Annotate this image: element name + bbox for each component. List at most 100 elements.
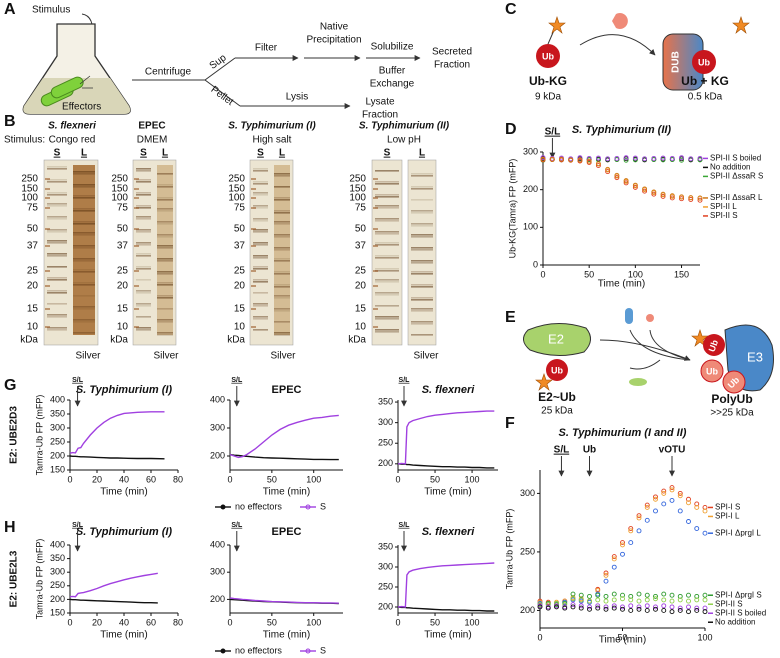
chart-title: S. flexneri — [422, 384, 476, 396]
ladder-band — [45, 178, 50, 180]
gel-band — [136, 192, 151, 194]
gel-band — [136, 179, 151, 181]
data-point — [540, 155, 546, 161]
x-axis-label: Time (min) — [263, 630, 310, 641]
gel-band — [73, 258, 95, 260]
data-point — [578, 605, 584, 611]
ladder-band — [251, 178, 256, 180]
gel-band — [136, 327, 151, 329]
gel-band — [157, 186, 173, 188]
gel-band — [73, 271, 95, 273]
stain-label: Silver — [413, 351, 439, 362]
ladder-band — [134, 245, 139, 247]
data-point — [554, 600, 559, 606]
ladder-band — [134, 197, 139, 199]
gel-band — [157, 282, 173, 284]
data-point — [623, 180, 629, 186]
data-point — [661, 597, 667, 603]
gel-band — [253, 279, 268, 281]
gel-stimulus: DMEM — [137, 135, 168, 146]
data-point — [669, 497, 675, 503]
gel-band — [411, 284, 433, 286]
ubiquitin-label: Ub — [698, 57, 710, 67]
data-point — [595, 597, 601, 603]
gel-band — [73, 234, 95, 236]
data-point — [632, 157, 638, 163]
gel-band — [411, 271, 433, 273]
data-point — [559, 156, 564, 162]
legend-label: SPI-II S boiled — [715, 608, 766, 617]
data-point — [677, 597, 683, 603]
x-tick-label: 40 — [119, 617, 129, 627]
e3-enzyme-small — [625, 308, 633, 324]
legend-label: no effectors — [235, 501, 282, 511]
gel-band — [47, 216, 67, 218]
fraction-label: Fraction — [434, 60, 470, 71]
marker-label: 150 — [228, 184, 245, 195]
marker-unit: kDa — [20, 335, 38, 346]
ladder-band — [45, 207, 50, 209]
marker-label: 100 — [111, 193, 128, 204]
data-point — [603, 572, 609, 578]
legend-swatch — [220, 648, 226, 654]
data-point — [694, 526, 700, 531]
ubiquitin-label: Ub — [707, 338, 721, 353]
marker-label: 150 — [21, 184, 38, 195]
gel-band — [411, 286, 433, 288]
annotation: S/L — [554, 445, 570, 456]
annotation: S/L — [545, 127, 561, 138]
gel-band — [274, 175, 290, 177]
marker-label: 37 — [355, 241, 367, 252]
data-point — [611, 603, 617, 609]
gel-band — [136, 216, 151, 218]
annotation: S/L — [399, 377, 411, 384]
x-tick-label: 50 — [584, 269, 594, 279]
marker-label: 10 — [117, 322, 129, 333]
gel-band — [73, 210, 95, 212]
reaction-arrow — [579, 34, 656, 56]
gel-band — [73, 208, 95, 210]
data-point — [677, 593, 683, 599]
gel-band — [375, 305, 399, 307]
data-point — [587, 593, 592, 599]
marker-label: 37 — [117, 241, 129, 252]
connector — [204, 79, 241, 107]
data-point — [702, 592, 708, 598]
y-tick-label: 300 — [210, 422, 225, 432]
ladder-band — [45, 326, 50, 328]
gel-band — [411, 308, 433, 310]
gel-stimulus: Congo red — [49, 135, 96, 146]
gel-band — [274, 258, 290, 260]
marker-label: 15 — [27, 304, 39, 315]
x-tick-label: 20 — [92, 474, 102, 484]
size-label: 25 kDa — [541, 406, 573, 417]
marker-label: 20 — [117, 281, 129, 292]
data-point — [636, 513, 642, 519]
ladder-band — [134, 326, 139, 328]
marker-label: 250 — [228, 174, 245, 185]
data-point — [605, 169, 611, 175]
gel-band — [47, 205, 67, 207]
data-point — [697, 155, 703, 161]
gel-band — [253, 229, 268, 231]
marker-label: 100 — [21, 193, 38, 204]
data-point — [620, 592, 625, 598]
panel-label: D — [505, 121, 517, 138]
data-point — [651, 189, 657, 195]
data-point — [677, 508, 683, 514]
legend-label: SPI-I ΔprgI L — [715, 528, 761, 537]
step-label: Exchange — [370, 79, 415, 90]
ladder-band — [373, 285, 378, 287]
data-point — [570, 596, 576, 602]
chart-title: S. Typhimurium (I) — [76, 384, 172, 396]
data-point — [686, 500, 691, 506]
gel-band — [136, 229, 151, 231]
marker-label: 37 — [234, 241, 246, 252]
data-point — [653, 596, 658, 602]
panel-label: F — [505, 415, 515, 432]
ladder-band — [251, 245, 256, 247]
legend-label: SPI-I ΔprgI S — [715, 590, 762, 599]
ubiquitin — [546, 359, 568, 381]
marker-label: 15 — [355, 304, 367, 315]
gel-band — [411, 310, 433, 312]
